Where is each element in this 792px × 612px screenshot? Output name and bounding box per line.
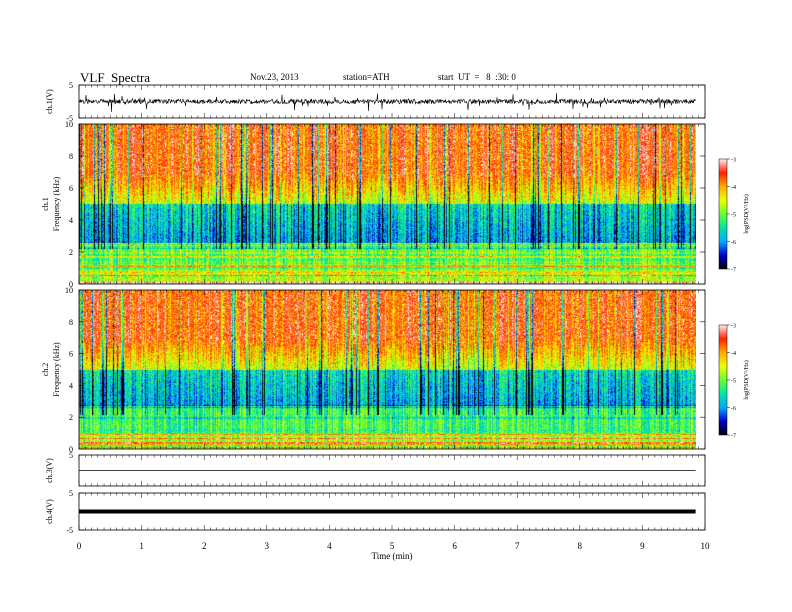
y-tick-label: 6 — [69, 184, 73, 193]
y-tick-label: 0 — [69, 445, 73, 454]
x-tick-label: 0 — [77, 541, 82, 551]
y-tick-label: 5 — [69, 451, 73, 460]
y-tick-label: -5 — [66, 114, 73, 123]
y-tick-label: 8 — [69, 152, 73, 161]
date-label: Nov.23, 2013 — [250, 72, 299, 82]
colorbar-label: log(PSD(V²/Hz) — [743, 360, 750, 399]
spectrogram-ch1 — [79, 124, 696, 284]
y-tick-label: 8 — [69, 318, 73, 327]
x-tick-label: 9 — [640, 541, 645, 551]
waveform-layer — [78, 92, 696, 514]
y-tick-label: 5 — [69, 489, 73, 498]
station-label: station=ATH — [343, 72, 390, 82]
x-tick-label: 8 — [578, 541, 583, 551]
x-tick-label: 7 — [515, 541, 520, 551]
ch2-spec-ylabel-2: Frequency (kHz) — [52, 342, 61, 397]
colorbar-label: log(PSD(V²/Hz) — [743, 194, 750, 233]
ch2-spec-ylabel-1: ch.2 — [41, 363, 50, 377]
ch1-spec-ylabel-1: ch.1 — [41, 197, 50, 211]
colorbar-tick-label: -3 — [731, 158, 736, 164]
y-tick-label: 0 — [69, 280, 73, 289]
y-tick-label: 10 — [65, 120, 73, 129]
spectrogram-layer — [79, 124, 696, 449]
start-time-label: start UT = 8 :30: 0 — [438, 72, 516, 82]
colorbar-ch2 — [718, 324, 728, 436]
y-tick-label: 5 — [69, 81, 73, 90]
x-tick-label: 5 — [390, 541, 395, 551]
y-tick-label: 2 — [69, 413, 73, 422]
ch4-ylabel: ch.4(V) — [45, 499, 54, 524]
colorbar-tick-label: -7 — [731, 434, 736, 440]
x-tick-label: 4 — [327, 541, 332, 551]
y-tick-label: -5 — [66, 526, 73, 535]
x-tick-label: 3 — [265, 541, 270, 551]
x-tick-label: 1 — [139, 541, 144, 551]
colorbar-ch1 — [718, 158, 728, 270]
y-tick-label: 4 — [69, 381, 73, 390]
chart-title: VLF Spectra — [80, 70, 151, 85]
colorbar-tick-label: -3 — [731, 324, 736, 330]
x-axis-label: Time (min) — [372, 551, 413, 561]
ch3-ylabel: ch.3(V) — [45, 458, 54, 483]
x-tick-label: 6 — [452, 541, 457, 551]
colorbar-tick-label: -7 — [731, 268, 736, 274]
y-tick-label: 10 — [65, 286, 73, 295]
axes-layer — [78, 84, 706, 531]
colorbar-tick-label: -6 — [731, 406, 736, 412]
x-tick-label: 2 — [202, 541, 207, 551]
y-tick-label: 6 — [69, 350, 73, 359]
colorbar-tick-label: -4 — [731, 351, 736, 357]
colorbar-tick-label: -5 — [731, 379, 736, 385]
ch1-ylabel: ch.1(V) — [45, 89, 54, 114]
colorbar-tick-label: -5 — [731, 213, 736, 219]
y-tick-label: 4 — [69, 216, 73, 225]
ch1-spec-ylabel-2: Frequency (kHz) — [52, 176, 61, 231]
colorbar-layer — [718, 158, 730, 436]
colorbar-tick-label: -4 — [731, 185, 736, 191]
spectrogram-ch2 — [79, 290, 696, 449]
x-tick-label: 10 — [701, 541, 711, 551]
y-tick-label: 2 — [69, 248, 73, 257]
colorbar-tick-label: -6 — [731, 240, 736, 246]
ch1-waveform-line — [78, 92, 696, 113]
